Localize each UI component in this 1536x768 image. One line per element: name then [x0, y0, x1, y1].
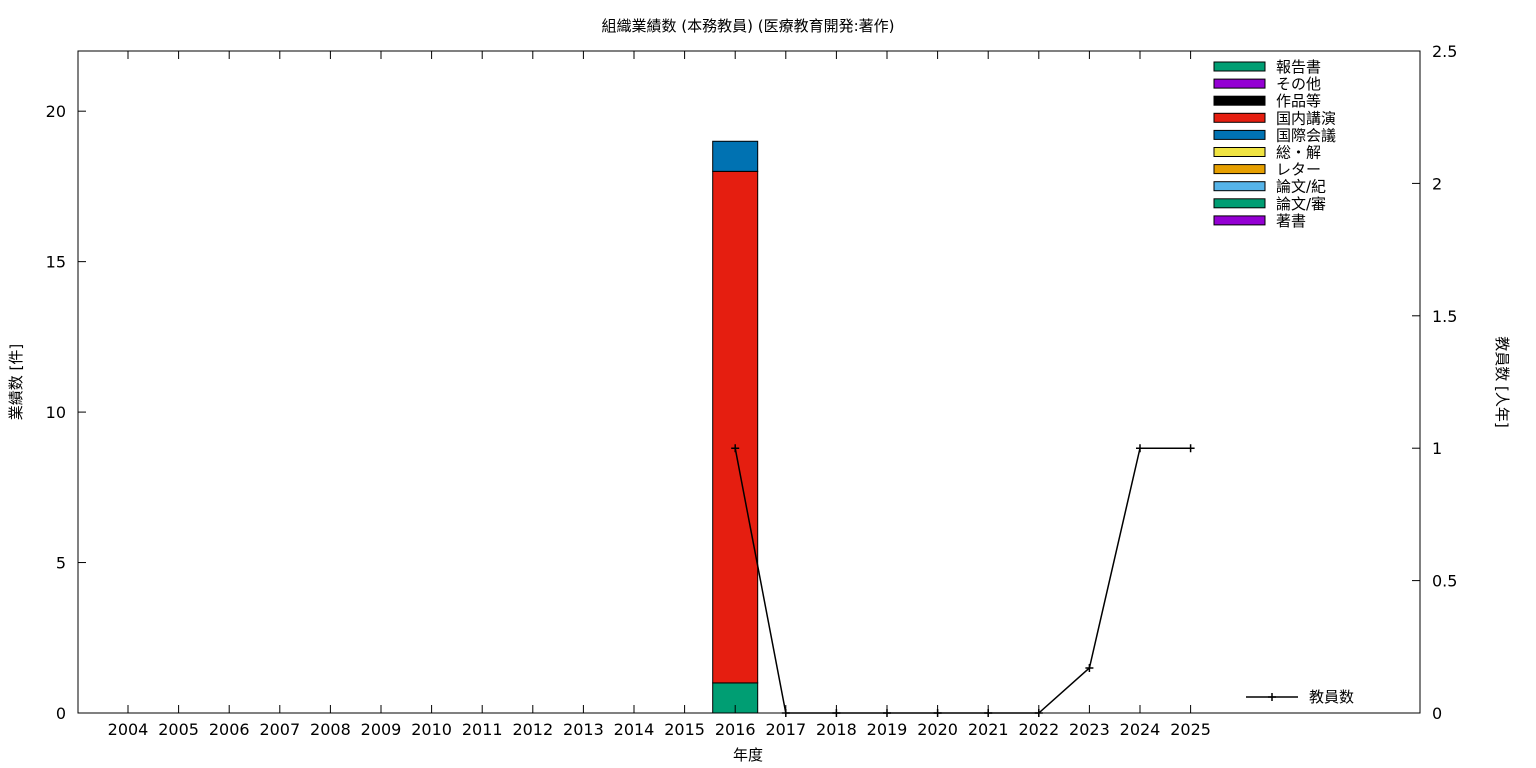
legend-swatch — [1213, 78, 1266, 89]
x-tick-label: 2021 — [968, 720, 1009, 739]
x-tick-label: 2016 — [715, 720, 756, 739]
legend-label: 作品等 — [1276, 92, 1321, 110]
x-tick-label: 2012 — [512, 720, 553, 739]
ticks-layer — [78, 50, 1420, 714]
y2-axis-label: 教員数 [人年] — [1493, 336, 1511, 427]
line-point — [1136, 444, 1144, 453]
y-tick-labels: 0 5 10 15 20 — [46, 102, 66, 723]
y2-tick-label: 2 — [1432, 174, 1442, 193]
y-tick-label: 20 — [46, 102, 66, 121]
legend-swatch — [1213, 129, 1266, 140]
bar-2016-国際会議 — [712, 140, 759, 172]
x-tick-label: 2013 — [563, 720, 604, 739]
x-tick-label: 2022 — [1018, 720, 1059, 739]
chart-title: 組織業績数 (本務教員) (医療教育開発:著作) — [602, 17, 895, 35]
x-axis-label: 年度 — [733, 746, 763, 764]
legend-swatch — [1213, 112, 1266, 123]
legend-label: 論文/紀 — [1276, 178, 1326, 196]
line-layer — [731, 444, 1195, 717]
x-tick-label: 2024 — [1120, 720, 1161, 739]
x-tick-label: 2020 — [917, 720, 958, 739]
x-tick-label: 2007 — [259, 720, 300, 739]
x-tick-label: 2006 — [209, 720, 250, 739]
x-tick-label: 2025 — [1170, 720, 1211, 739]
y2-tick-label: 0 — [1432, 704, 1442, 723]
legend-label: 著書 — [1276, 212, 1306, 230]
x-tick-label: 2009 — [361, 720, 402, 739]
x-tick-label: 2019 — [867, 720, 908, 739]
line-point — [1186, 444, 1195, 453]
x-tick-label: 2004 — [108, 720, 149, 739]
line-point — [1085, 663, 1094, 672]
legend-swatch — [1213, 198, 1266, 209]
legend-swatch — [1213, 95, 1266, 106]
legend-label: レター — [1276, 161, 1321, 179]
x-tick-label: 2011 — [462, 720, 503, 739]
bar-2016-国内講演 — [712, 170, 759, 684]
legend-label: 国内講演 — [1276, 109, 1336, 127]
x-tick-label: 2018 — [816, 720, 857, 739]
legend-swatch — [1213, 164, 1266, 175]
legend-label: 報告書 — [1276, 58, 1321, 76]
plot-frame — [77, 50, 1421, 714]
x-tick-label: 2008 — [310, 720, 351, 739]
y-tick-label: 5 — [56, 554, 66, 573]
line-legend: 教員数 — [1246, 688, 1354, 706]
x-tick-label: 2017 — [765, 720, 806, 739]
y-axis-label: 業績数 [件] — [7, 344, 25, 420]
legend-swatch — [1213, 147, 1266, 157]
line-legend-label: 教員数 — [1309, 688, 1354, 706]
legend-swatch — [1213, 61, 1266, 72]
y-tick-label: 0 — [56, 704, 66, 723]
legend-label: 総・解 — [1276, 144, 1321, 162]
legend-label: その他 — [1276, 75, 1321, 93]
x-tick-label: 2023 — [1069, 720, 1110, 739]
line-point — [731, 444, 740, 453]
x-tick-label: 2015 — [664, 720, 705, 739]
legend-swatch — [1213, 181, 1266, 192]
y2-tick-label: 0.5 — [1432, 572, 1457, 591]
x-tick-label: 2014 — [614, 720, 655, 739]
y2-tick-labels: 0 0.5 1 1.5 2 2.5 — [1432, 42, 1457, 723]
y2-tick-label: 1 — [1432, 439, 1442, 458]
y2-tick-label: 1.5 — [1432, 307, 1457, 326]
y2-tick-label: 2.5 — [1432, 42, 1457, 61]
line-legend-marker — [1268, 693, 1276, 701]
y-tick-label: 15 — [46, 253, 66, 272]
line-教員数 — [734, 447, 1191, 714]
legend-label: 国際会議 — [1276, 126, 1336, 144]
legend-label: 論文/審 — [1276, 195, 1326, 213]
y-tick-label: 10 — [46, 403, 66, 422]
bars-layer — [712, 140, 759, 714]
x-tick-label: 2005 — [158, 720, 199, 739]
x-tick-labels: 2004 2005 2006 2007 2008 2009 2010 2011 2012 2013… — [108, 720, 1211, 739]
legend-swatch — [1213, 215, 1266, 226]
x-tick-label: 2010 — [411, 720, 452, 739]
